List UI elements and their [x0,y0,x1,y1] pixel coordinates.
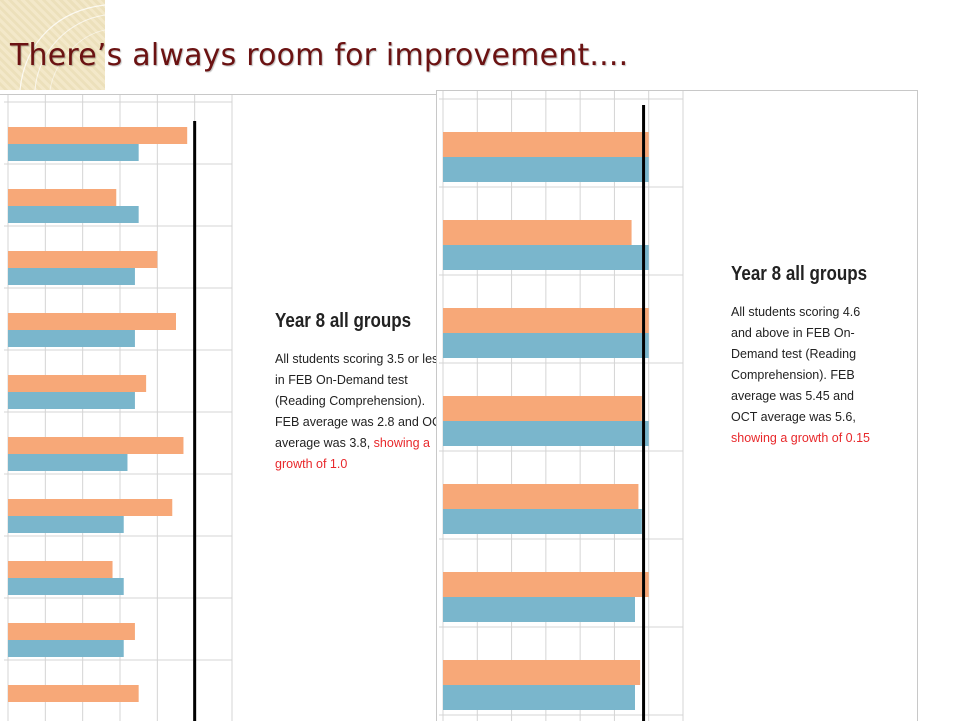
bar [8,623,135,640]
annotation-text: All students scoring 3.5 or less in FEB … [275,352,440,450]
growth-highlight: showing a growth of 0.15 [731,431,870,445]
bar [8,454,128,471]
bar [8,561,113,578]
bar [8,516,124,533]
bar-chart-right [439,91,684,721]
bar [8,206,139,223]
bar [8,375,147,392]
bar [443,132,649,157]
bar [8,251,158,268]
annotation-body: All students scoring 3.5 or less in FEB … [275,349,440,475]
annotation-heading: Year 8 all groups [731,263,868,285]
bar [8,330,135,347]
bar [8,268,135,285]
bar [443,308,649,333]
bar [443,396,642,421]
bar [443,597,635,622]
corner-decoration [0,0,105,90]
bar [8,437,184,454]
slide-title: There’s always room for improvement.... [10,38,629,73]
bar [443,333,649,358]
growth-highlight: showing a growth of 1.0 [275,436,430,471]
chart-panel-left: Year 8 all groups All students scoring 3… [0,94,440,721]
annotation-left: Year 8 all groups All students scoring 3… [275,310,440,475]
bar [8,640,124,657]
bar [8,392,135,409]
bar-chart-left [4,95,233,721]
bar [8,499,173,516]
bar [443,220,632,245]
annotation-body: All students scoring 4.6 and above in FE… [731,302,881,449]
bar [8,578,124,595]
bar [8,144,139,161]
bar [443,572,649,597]
bar [443,660,641,685]
annotation-right: Year 8 all groups All students scoring 4… [731,263,881,449]
bar [8,189,117,206]
bar [443,245,649,270]
swirl-decoration-icon [19,4,105,90]
bar [443,509,642,534]
annotation-heading: Year 8 all groups [275,310,412,332]
chart-panel-right: Year 8 all groups All students scoring 4… [436,90,918,721]
bar [443,685,635,710]
bar [443,157,649,182]
annotation-text: All students scoring 4.6 and above in FE… [731,305,861,424]
bar [443,484,639,509]
bar [8,313,176,330]
bar [8,685,139,702]
bar [443,421,649,446]
bar [8,127,188,144]
